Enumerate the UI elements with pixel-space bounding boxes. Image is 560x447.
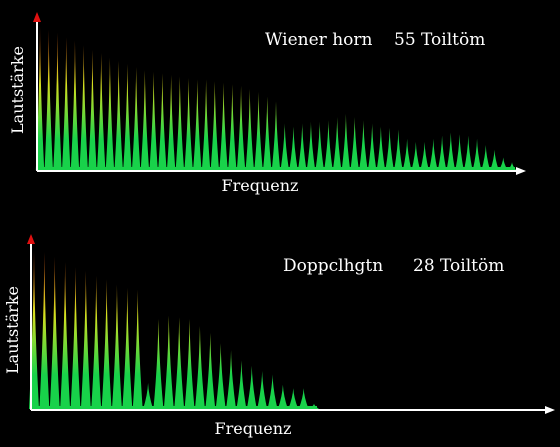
- harmonic-peak: [499, 157, 508, 170]
- harmonic-peak: [236, 360, 247, 409]
- harmonic-peak: [350, 116, 359, 170]
- spectrum-baseline: [37, 167, 515, 170]
- harmonic-peak: [70, 40, 80, 170]
- harmonic-peak: [288, 388, 299, 409]
- harmonic-peak: [367, 123, 377, 170]
- harmonic-peak: [101, 279, 112, 409]
- harmonic-peak: [105, 57, 115, 170]
- harmonic-peak: [158, 73, 167, 170]
- harmonic-peak: [79, 45, 88, 171]
- harmonic-peak: [455, 134, 464, 170]
- harmonic-peak: [277, 384, 288, 409]
- y-axis-label: Lautstärke: [8, 46, 27, 134]
- chart-subtitle: 55 Toiltöm: [394, 30, 485, 50]
- x-axis-arrow: [545, 406, 555, 414]
- harmonic-peak: [39, 251, 50, 409]
- harmonic-peak: [376, 126, 386, 170]
- harmonic-peak: [385, 127, 394, 170]
- harmonic-peak: [60, 261, 71, 409]
- harmonic-peak: [163, 315, 174, 409]
- harmonic-peak: [123, 63, 132, 170]
- harmonic-peak: [53, 32, 62, 170]
- harmonic-peak: [257, 370, 268, 409]
- spectrum-baseline: [31, 406, 317, 409]
- harmonic-peak: [490, 149, 499, 170]
- harmonic-peak: [246, 365, 257, 409]
- harmonic-peak: [402, 138, 412, 170]
- harmonic-peak: [263, 96, 272, 170]
- harmonic-peak: [111, 284, 122, 409]
- harmonic-peak: [280, 123, 289, 170]
- harmonic-peak: [131, 67, 141, 170]
- harmonic-peak: [174, 317, 185, 409]
- harmonic-peak: [254, 92, 263, 170]
- harmonic-peak: [481, 145, 490, 170]
- harmonic-peak: [472, 138, 482, 170]
- harmonic-peak: [114, 60, 123, 170]
- harmonic-peak: [271, 101, 281, 170]
- harmonic-peak: [193, 79, 202, 170]
- chart-title: Wiener horn: [265, 30, 373, 50]
- harmonic-peak: [236, 85, 246, 170]
- harmonic-peak: [96, 53, 106, 170]
- harmonic-peak: [359, 120, 368, 170]
- harmonic-peak: [315, 121, 324, 170]
- harmonic-peak: [267, 374, 278, 409]
- chart-wiener-horn: Wiener horn 55 Toiltöm Frequenz Lautstär…: [8, 12, 526, 195]
- harmonic-peak: [420, 141, 429, 170]
- harmonic-peak: [332, 116, 342, 170]
- chart-subtitle: 28 Toiltöm: [413, 256, 504, 276]
- harmonic-peak: [184, 319, 195, 409]
- harmonic-peak: [49, 256, 60, 409]
- harmonic-peak: [166, 74, 176, 170]
- harmonic-peak: [201, 79, 211, 170]
- harmonic-peak: [153, 319, 164, 409]
- harmonic-peak: [298, 123, 307, 170]
- harmonic-peak: [298, 388, 309, 409]
- harmonic-peak: [132, 289, 143, 409]
- harmonic-peak: [205, 332, 216, 409]
- x-axis-arrow: [516, 167, 526, 175]
- harmonic-peak: [184, 77, 193, 170]
- harmonic-peak: [175, 76, 185, 170]
- harmonic-peaks-doppelhorn: [29, 249, 319, 409]
- harmonic-peak: [122, 287, 133, 409]
- harmonic-peak: [394, 129, 403, 170]
- harmonic-peak: [80, 270, 91, 409]
- y-axis-arrow: [27, 234, 35, 244]
- harmonic-peak: [289, 126, 298, 170]
- harmonic-peak: [226, 350, 237, 409]
- harmonic-peak: [306, 121, 316, 170]
- harmonic-peak: [341, 113, 351, 170]
- x-axis-label: Frequenz: [222, 176, 299, 195]
- harmonic-peak: [437, 135, 447, 170]
- harmonic-peak: [228, 84, 237, 170]
- harmonic-peak: [464, 135, 473, 170]
- harmonic-peak: [245, 88, 254, 170]
- harmonic-peak: [91, 275, 102, 409]
- harmonic-peak: [62, 37, 71, 171]
- harmonic-peak: [324, 120, 333, 170]
- harmonic-peak: [411, 141, 421, 170]
- harmonic-peaks-wiener-horn: [35, 26, 517, 171]
- harmonic-peak: [140, 70, 150, 170]
- harmonic-peak: [149, 71, 158, 170]
- harmonic-peak: [215, 343, 226, 409]
- harmonic-peak: [210, 81, 220, 170]
- harmonic-peak: [70, 267, 81, 409]
- harmonic-peak: [143, 383, 154, 409]
- harmonic-peak: [219, 82, 228, 170]
- x-axis-label: Frequenz: [215, 419, 292, 438]
- harmonic-peak: [44, 29, 53, 170]
- chart-doppelhorn: Doppclhgtn 28 Toiltöm Frequenz Lautstärk…: [3, 234, 555, 438]
- y-axis-arrow: [33, 12, 41, 22]
- harmonic-peak: [446, 132, 456, 170]
- y-axis-label: Lautstärke: [3, 286, 22, 374]
- harmonic-peak: [88, 49, 97, 170]
- harmonic-peak: [194, 325, 205, 409]
- harmonic-peak: [429, 138, 438, 170]
- chart-title: Doppclhgtn: [283, 256, 383, 276]
